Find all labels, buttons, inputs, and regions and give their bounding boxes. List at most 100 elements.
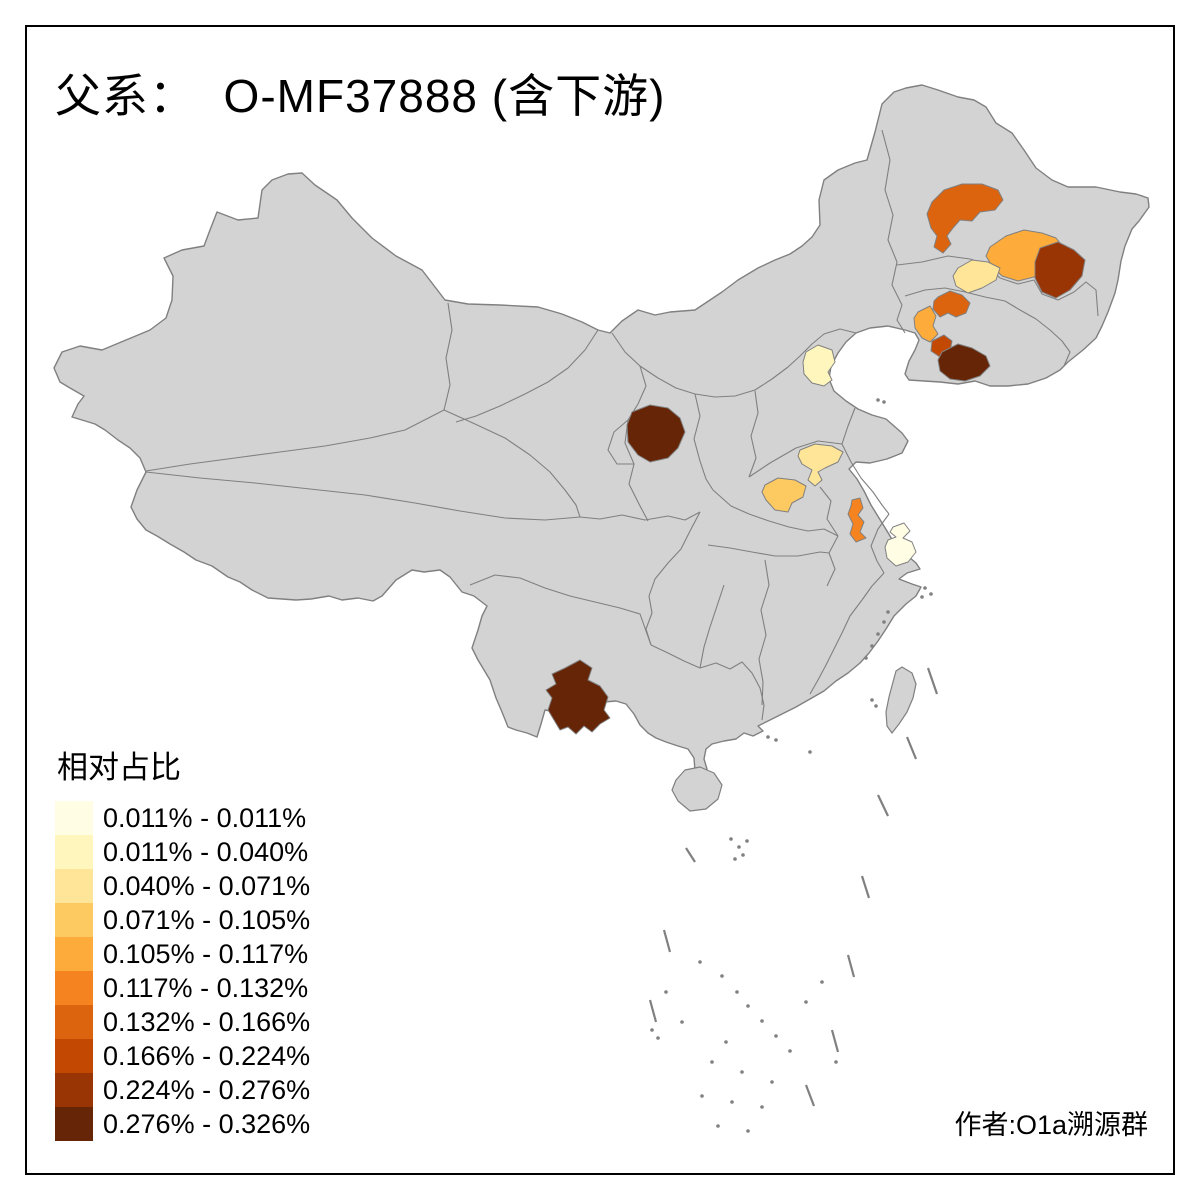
legend-label: 0.011% - 0.040% (103, 837, 309, 867)
legend-label: 0.166% - 0.224% (103, 1041, 311, 1071)
small-island (760, 1105, 764, 1109)
legend-swatch (55, 1039, 93, 1073)
province-border (607, 419, 634, 465)
small-island (724, 1040, 728, 1044)
map-legend: 相对占比 0.011% - 0.011% 0.011% - 0.040% 0.040… (55, 742, 310, 1141)
attribution-text: 作者:O1a溯源群 (954, 1110, 1148, 1140)
legend-row: 0.105% - 0.117% (55, 937, 310, 971)
province-border (870, 513, 890, 574)
small-island (760, 1019, 764, 1023)
legend-label: 0.011% - 0.011% (103, 803, 307, 833)
sea-boundary-dash (648, 999, 658, 1023)
legend-swatch (55, 1073, 93, 1107)
map-region-north-beijing-area (802, 344, 836, 387)
legend-swatch (55, 903, 93, 937)
small-island (923, 586, 927, 590)
province-border (579, 511, 701, 521)
province-border (611, 328, 857, 398)
small-island (834, 1060, 838, 1064)
province-border (758, 559, 770, 706)
small-island (720, 974, 724, 978)
small-island (882, 620, 886, 624)
map-region-southwest (545, 659, 611, 735)
province-border (650, 644, 765, 721)
small-island (733, 857, 737, 861)
small-island (737, 845, 741, 849)
small-island (886, 610, 890, 614)
legend-row: 0.071% - 0.105% (55, 903, 310, 937)
taiwan-island (885, 666, 917, 734)
map-region-north-central-loess (626, 404, 686, 463)
legend-row: 0.011% - 0.011% (55, 801, 310, 835)
small-island (766, 735, 770, 739)
legend-label: 0.276% - 0.326% (103, 1109, 311, 1139)
small-island (920, 595, 924, 599)
province-border (841, 407, 890, 515)
province-border (904, 287, 1071, 367)
legend-swatch (55, 869, 93, 903)
province-border (443, 409, 581, 518)
map-region-northeast-south-west (913, 305, 939, 343)
small-island (929, 592, 933, 596)
province-border (748, 390, 759, 478)
map-region-central-plain-north (797, 443, 844, 487)
small-island (730, 1100, 734, 1104)
map-region-east-plain-strip (847, 497, 867, 543)
small-island (745, 839, 749, 843)
small-island (870, 644, 874, 648)
province-border (712, 489, 839, 537)
small-island (774, 738, 778, 742)
small-island (808, 750, 812, 754)
province-border (896, 255, 1099, 317)
province-border (809, 599, 863, 695)
sea-boundary-dash (830, 1029, 840, 1053)
province-border (861, 572, 885, 601)
province-border (707, 544, 830, 557)
small-island (729, 837, 733, 841)
small-island (716, 1124, 720, 1128)
legend-row: 0.117% - 0.132% (55, 971, 310, 1005)
sea-boundary-dash (860, 875, 871, 899)
legend-label: 0.105% - 0.117% (103, 939, 309, 969)
small-island (656, 1036, 660, 1040)
small-island (864, 656, 868, 660)
legend-swatch (55, 1107, 93, 1141)
legend-row: 0.132% - 0.166% (55, 1005, 310, 1039)
hainan-island (671, 766, 723, 812)
province-border (469, 574, 652, 646)
map-region-northeast-south-upper (932, 290, 971, 318)
small-island (664, 990, 668, 994)
legend-row: 0.040% - 0.071% (55, 869, 310, 903)
legend-swatch (55, 835, 93, 869)
province-border (748, 440, 843, 478)
small-island (680, 1020, 684, 1024)
province-border (699, 584, 725, 669)
small-island (735, 990, 739, 994)
small-island (876, 632, 880, 636)
legend-row: 0.224% - 0.276% (55, 1073, 310, 1107)
province-border (624, 365, 649, 522)
plot-frame (25, 25, 1175, 1175)
legend-rows: 0.011% - 0.011% 0.011% - 0.040% 0.040% - 0… (55, 801, 310, 1141)
small-island (870, 698, 874, 702)
map-region-northeast-east (1034, 241, 1086, 299)
legend-row: 0.276% - 0.326% (55, 1107, 310, 1141)
small-island (882, 400, 886, 404)
map-region-east-coastal (884, 522, 917, 567)
legend-row: 0.166% - 0.224% (55, 1039, 310, 1073)
legend-row: 0.011% - 0.040% (55, 835, 310, 869)
small-island (740, 1070, 744, 1074)
province-border (443, 302, 453, 411)
legend-label: 0.117% - 0.132% (103, 973, 309, 1003)
small-island (650, 1028, 654, 1032)
province-border (145, 409, 445, 472)
legend-label: 0.224% - 0.276% (103, 1075, 311, 1105)
sea-boundary-dash (846, 954, 856, 978)
legend-swatch (55, 937, 93, 971)
small-island (770, 1080, 774, 1084)
sea-boundary-dash (662, 929, 672, 953)
sea-boundary-dash (804, 1084, 816, 1107)
small-island (746, 1129, 750, 1133)
small-island (820, 980, 824, 984)
